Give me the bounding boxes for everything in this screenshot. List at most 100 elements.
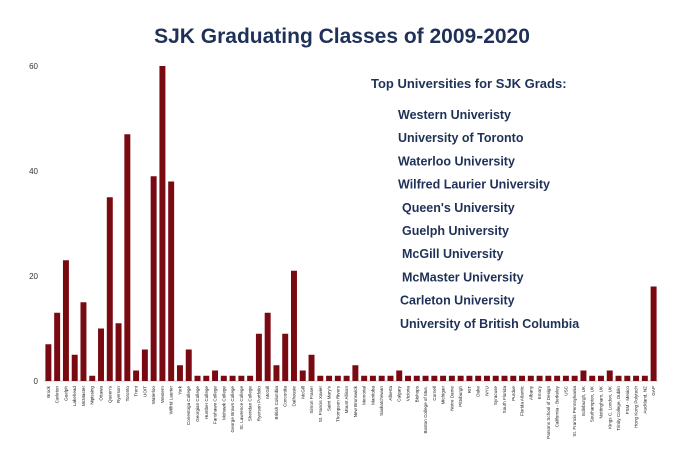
bar (141, 349, 148, 381)
bar (273, 365, 280, 381)
x-tick-label: Thompson Rivers (335, 385, 340, 422)
annotation-item: University of Toronto (398, 131, 524, 145)
x-tick-label: Edinburgh, UK (581, 385, 586, 416)
annotation-item: Queen's University (402, 201, 515, 215)
bar (650, 286, 657, 381)
x-tick-label: South Florida (502, 386, 507, 414)
bar (71, 354, 78, 381)
y-tick-label: 60 (29, 62, 38, 71)
x-tick-label: Georgian College (195, 386, 200, 422)
bar (326, 375, 333, 381)
x-tick-label: Simon Fraser (309, 386, 314, 414)
bar (264, 312, 271, 381)
y-tick-label: 0 (34, 377, 39, 386)
bar (405, 375, 411, 381)
x-tick-label: Florida Atlantic (520, 385, 525, 416)
bar (352, 365, 359, 381)
bar (176, 365, 183, 381)
bar (501, 375, 508, 381)
bar (282, 333, 289, 381)
bar (317, 375, 324, 381)
x-tick-label: Trent (134, 385, 139, 396)
x-tick-label: Albany (528, 385, 533, 400)
bar (62, 260, 69, 381)
x-tick-label: NYU (484, 386, 489, 396)
annotation-title: Top Universities for SJK Grads: (371, 76, 567, 91)
bars-group (45, 66, 657, 381)
bar (185, 349, 192, 381)
bar (483, 375, 490, 381)
bar (387, 375, 394, 381)
x-tick-label: St. Francis Pennsylvania (572, 386, 577, 437)
bar (133, 370, 140, 381)
x-tick-label: RIT (467, 386, 472, 394)
x-tick-label: UOIT (142, 386, 147, 397)
bar (536, 375, 543, 381)
x-tick-label: Nottingham, UK (598, 385, 603, 418)
x-tick-label: Ryerson Portfolio (256, 386, 261, 422)
x-tick-label: Syracuse (493, 386, 498, 406)
x-tick-label: McMaster (81, 386, 86, 407)
x-tick-label: Mohawk College (221, 386, 226, 420)
x-tick-label: Notre Dame (449, 386, 454, 411)
bar (606, 370, 613, 381)
bar (334, 375, 341, 381)
bar (159, 66, 166, 381)
annotation-box: Top Universities for SJK Grads: Western … (371, 76, 580, 331)
x-tick-label: Western (160, 386, 165, 403)
x-tick-label: Lakehead (72, 386, 77, 407)
x-tick-label: Brock (46, 385, 51, 397)
x-tick-label: Nipissing (90, 386, 95, 405)
bar (562, 375, 569, 381)
bar (545, 375, 552, 381)
x-tick-label: George Brown College (230, 386, 235, 433)
x-tick-label: St. Lawrence College (239, 386, 244, 430)
annotation-item: University of British Columbia (400, 317, 580, 331)
x-tick-label: Emory (537, 385, 542, 399)
x-tick-label: Kings C. London, UK (607, 385, 612, 429)
x-tick-label: Victoria (406, 386, 411, 402)
x-tick-label: Cornell (432, 386, 437, 401)
y-axis: 0 20 40 60 (29, 62, 38, 386)
bar (571, 375, 578, 381)
x-tick-label: Michigan (441, 386, 446, 405)
x-tick-label: Concordia (283, 386, 288, 407)
bar (633, 375, 640, 381)
bar (641, 375, 648, 381)
x-tick-label: Trinity College, Dublin (616, 386, 621, 431)
x-tick-label: FSM - Mexico (625, 386, 630, 415)
bar (378, 375, 385, 381)
bar (580, 370, 587, 381)
bar (291, 270, 297, 381)
bar (527, 375, 534, 381)
x-tick-label: Fanshawe College (213, 386, 218, 424)
bar (98, 328, 104, 381)
x-tick-label: Waterloo (151, 386, 156, 405)
annotation-item: Guelph University (402, 224, 509, 238)
x-tick-label: Humber College (204, 386, 209, 420)
bar (369, 375, 376, 381)
bar (212, 370, 219, 381)
x-tick-label: Purdue (511, 386, 516, 401)
x-tick-label: McGill (300, 386, 305, 399)
x-tick-label: Wilfrid Laurier (169, 386, 174, 415)
bar (247, 375, 254, 381)
bar (396, 370, 403, 381)
bar (115, 323, 122, 381)
bar (475, 375, 482, 381)
x-tick-label: Conestoga College (186, 386, 191, 426)
x-tick-label: Boston College of Mus. (423, 386, 428, 434)
annotation-item: Wilfred Laurier University (398, 178, 550, 192)
x-tick-label: USC (563, 385, 568, 395)
x-tick-label: Ryerson (116, 386, 121, 404)
bar (229, 375, 236, 381)
x-labels-group: Brock Carleton Guelph Lakehead McMaster Nipis… (46, 385, 656, 439)
annotation-item: McGill University (402, 247, 503, 261)
bar (45, 344, 52, 381)
annotation-item: Carleton University (400, 294, 515, 308)
bar (431, 375, 438, 381)
bar (589, 375, 596, 381)
bar (422, 375, 429, 381)
x-tick-label: New Brunswick (353, 385, 358, 417)
x-tick-label: Carleton (55, 386, 60, 404)
